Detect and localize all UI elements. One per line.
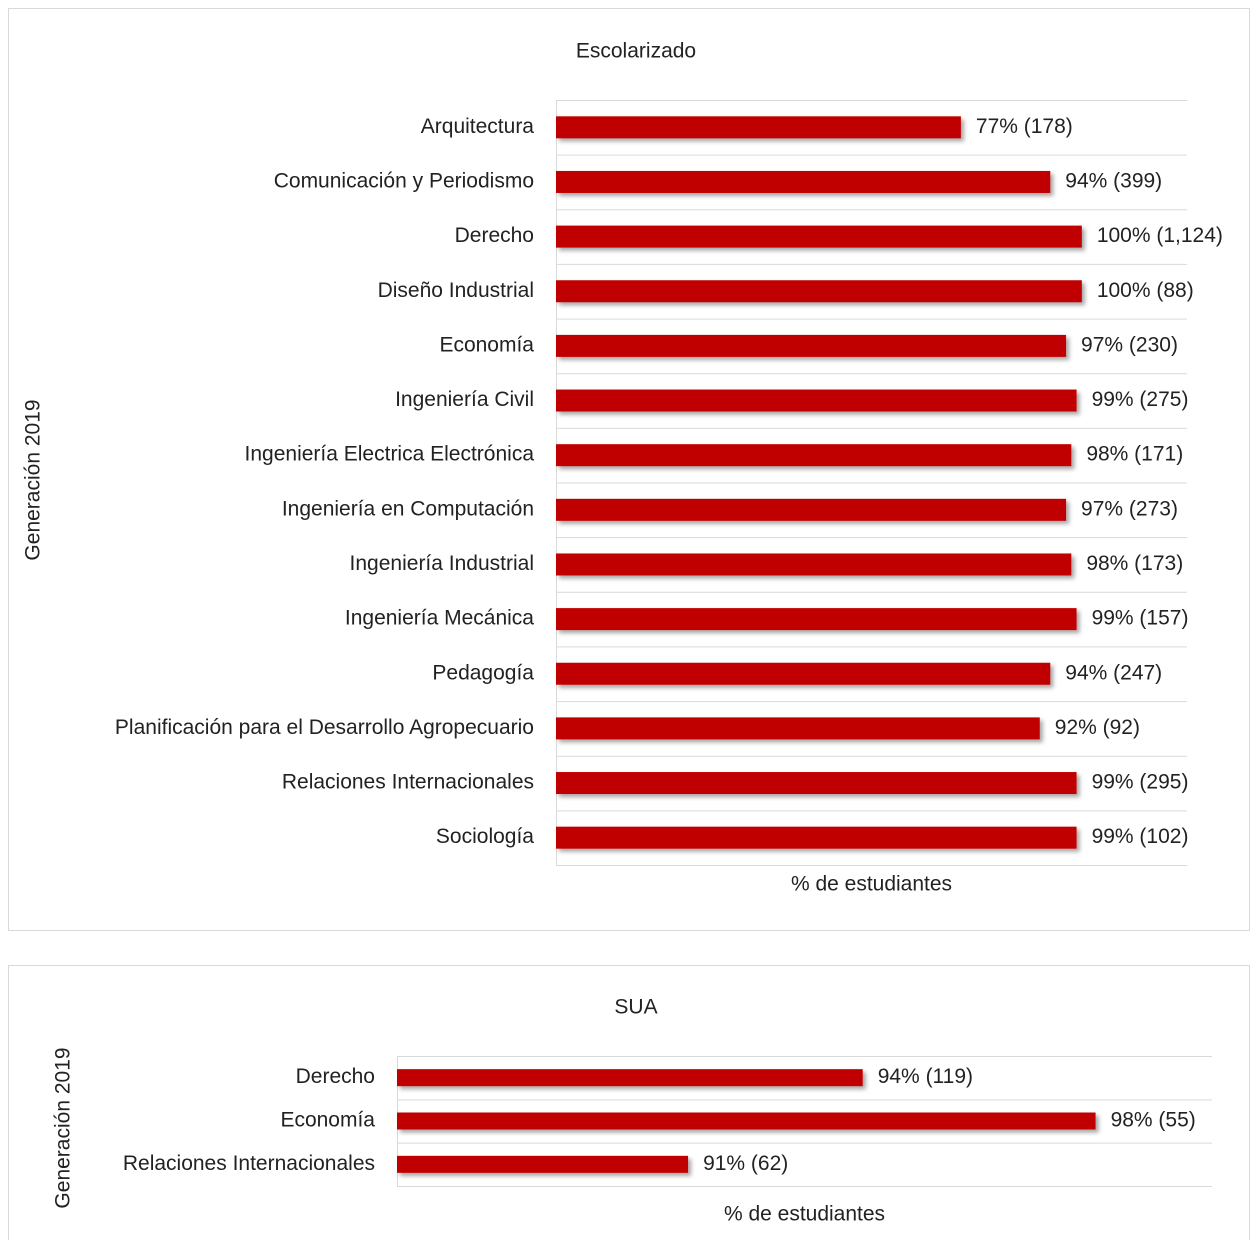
bar [397,1155,689,1173]
y-tick-label: Ingeniería Electrica Electrónica [245,443,535,466]
y-tick-label: Ingeniería en Computación [282,497,534,520]
data-label: 94% (399) [1065,170,1162,193]
bar [556,389,1077,412]
y-tick-label: Diseño Industrial [378,279,534,302]
bar [397,1069,863,1087]
y-tick-label: Economía [280,1109,375,1132]
bar [556,116,961,139]
y-tick-label: Planificación para el Desarrollo Agropec… [115,716,534,739]
data-label: 94% (119) [878,1065,973,1088]
x-axis-label: % de estudiantes [724,1203,885,1226]
panel [8,965,1250,1240]
data-label: 99% (102) [1092,825,1189,848]
y-axis-label: Generación 2019 [52,1047,75,1208]
data-label: 98% (171) [1086,443,1183,466]
bar [556,772,1077,795]
bar [556,334,1067,357]
y-tick-label: Derecho [296,1065,375,1088]
data-label: 100% (1,124) [1097,224,1223,247]
y-tick-label: Derecho [455,224,534,247]
y-tick-label: Ingeniería Civil [395,388,534,411]
bar [556,717,1040,740]
bar [556,444,1072,467]
y-tick-label: Relaciones Internacionales [123,1152,375,1175]
x-axis-label: % de estudiantes [791,873,952,896]
chart-title: Escolarizado [576,40,696,63]
data-label: 99% (295) [1092,771,1189,794]
chart-title: SUA [614,996,657,1019]
y-tick-label: Pedagogía [432,661,534,684]
y-tick-label: Comunicación y Periodismo [274,170,534,193]
data-label: 98% (55) [1111,1109,1196,1132]
bar [556,553,1072,576]
bar [556,280,1082,303]
data-label: 97% (230) [1081,333,1178,356]
y-tick-label: Arquitectura [421,115,535,138]
bar [556,225,1082,248]
y-tick-label: Sociología [436,825,534,848]
data-label: 100% (88) [1097,279,1194,302]
y-tick-label: Relaciones Internacionales [282,771,534,794]
bar [556,826,1077,849]
bar [556,498,1067,521]
bar [556,608,1077,631]
y-tick-label: Ingeniería Mecánica [345,607,534,630]
data-label: 99% (157) [1092,607,1189,630]
data-label: 98% (173) [1086,552,1183,575]
data-label: 94% (247) [1065,661,1162,684]
y-tick-label: Economía [439,333,534,356]
y-tick-label: Ingeniería Industrial [350,552,534,575]
bar [556,170,1051,193]
bar [397,1112,1096,1130]
data-label: 77% (178) [976,115,1073,138]
data-label: 97% (273) [1081,497,1178,520]
y-axis-label: Generación 2019 [22,399,45,560]
data-label: 91% (62) [703,1152,788,1175]
data-label: 92% (92) [1055,716,1140,739]
data-label: 99% (275) [1092,388,1189,411]
bar [556,662,1051,685]
